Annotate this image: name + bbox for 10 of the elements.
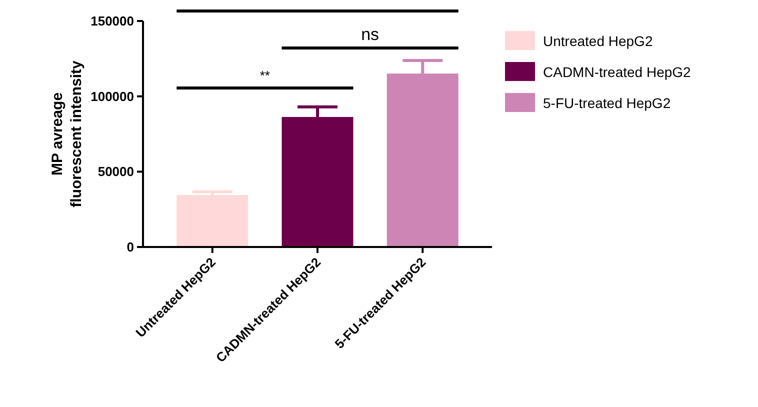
annotation: ** [260,68,270,83]
y-tick-label: 150000 [90,14,134,29]
legend-label: 5-FU-treated HepG2 [543,94,671,111]
y-tick-label: 100000 [90,88,134,104]
legend-label: CADMN-treated HepG2 [543,64,692,80]
y-tick-label: 0 [126,240,134,255]
y-axis-title: MP avreage fluorescent intensity [49,60,85,208]
legend-label: Untreated HepG2 [543,32,653,49]
annotation: ns [361,25,380,44]
y-tick-label: 50000 [98,164,134,180]
